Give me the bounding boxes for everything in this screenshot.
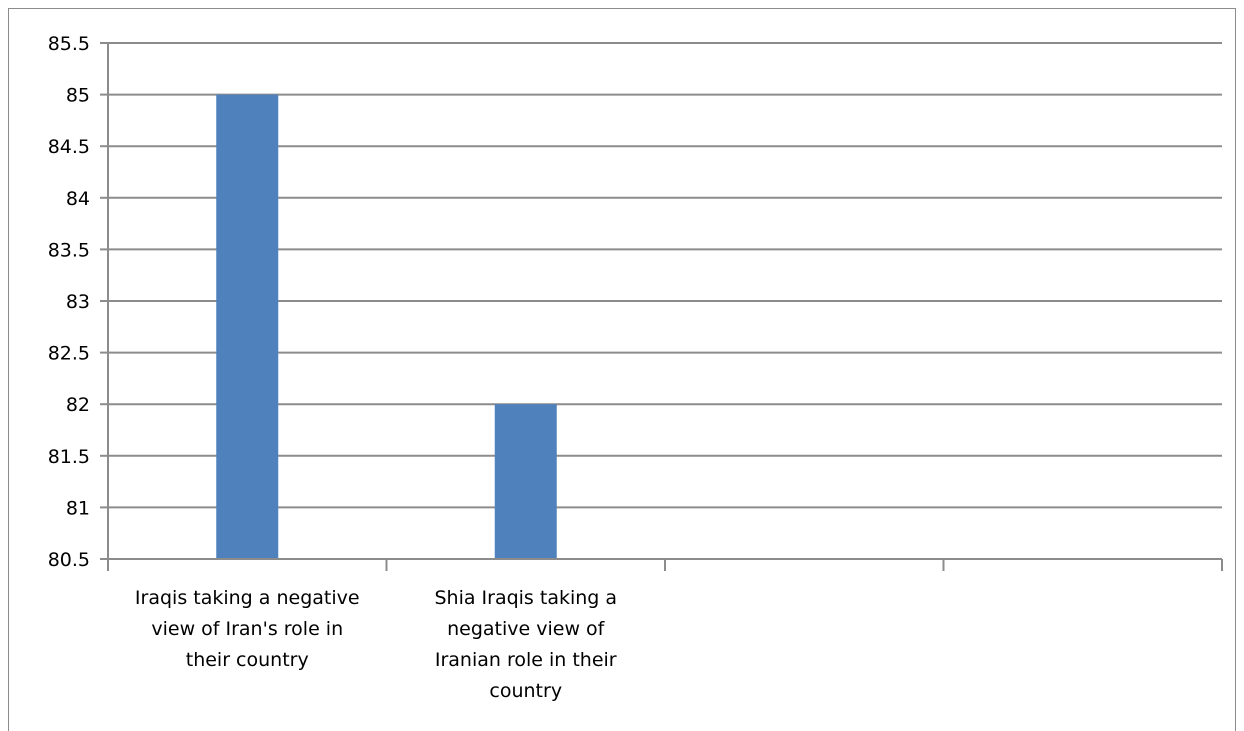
x-category-labels: Iraqis taking a negative view of Iran's r… [135,587,617,702]
x-category-label-line: negative view of [447,618,606,640]
y-tick-label: 85.5 [48,33,90,55]
y-tick-label: 80.5 [48,549,90,571]
x-category-label-line: view of Iran's role in [151,618,343,640]
y-tick-label: 83.5 [48,239,90,261]
x-category-label: Shia Iraqis taking a negative view of Iran… [434,587,617,702]
y-tick-label: 82 [66,394,90,416]
y-tick-label: 84.5 [48,136,90,158]
x-category-label-line: country [489,680,562,702]
x-category-label: Iraqis taking a negative view of Iran's r… [135,587,360,671]
y-tick-label: 83 [66,291,90,313]
bar [216,94,279,559]
y-tick-labels: 80.5 81 81.5 82 82.5 83 83.5 84 84.5 85 85.5 [48,33,90,571]
axes [100,42,1223,571]
y-tick-label: 82.5 [48,343,90,365]
x-category-label-line: Iraqis taking a negative [135,587,360,609]
y-tick-label: 81.5 [48,446,90,468]
gridlines [108,42,1222,509]
y-tick-label: 85 [66,85,90,107]
x-category-label-line: their country [186,649,309,671]
chart-frame [8,8,1236,731]
y-tick-label: 81 [66,497,90,519]
bars [216,94,557,559]
bar [494,404,557,559]
x-category-label-line: Iranian role in their [435,649,617,671]
y-tick-label: 84 [66,188,90,210]
x-category-label-line: Shia Iraqis taking a [434,587,617,609]
